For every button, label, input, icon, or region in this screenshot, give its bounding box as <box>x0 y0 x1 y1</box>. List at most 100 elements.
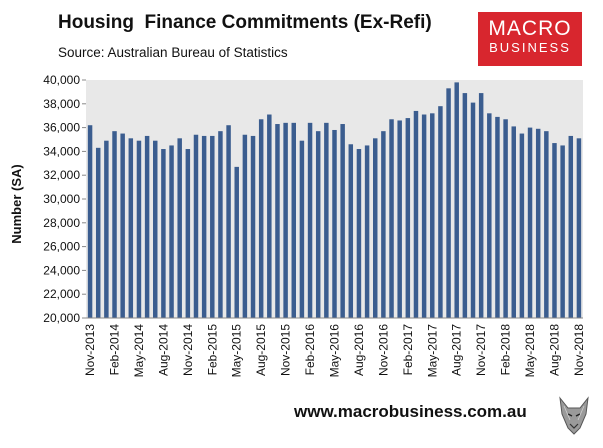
bar-Dec-2015 <box>291 122 296 318</box>
bar-Jan-2014 <box>104 140 109 318</box>
bar-Mar-2014 <box>120 133 125 318</box>
y-tick-label: 26,000 <box>43 240 80 254</box>
y-tick-label: 40,000 <box>43 73 80 87</box>
bar-Apr-2016 <box>324 122 329 318</box>
x-tick-label: Aug-2017 <box>450 324 464 376</box>
bar-Jul-2016 <box>348 144 354 318</box>
bar-May-2014 <box>136 140 142 318</box>
bar-Apr-2015 <box>226 125 231 318</box>
footer-url[interactable]: www.macrobusiness.com.au <box>294 402 527 421</box>
y-tick-label: 34,000 <box>43 144 80 158</box>
x-tick-label: Nov-2018 <box>572 324 586 376</box>
bar-Oct-2016 <box>373 138 378 318</box>
bar-May-2018 <box>527 127 533 318</box>
y-tick-label: 38,000 <box>43 97 80 111</box>
bar-Mar-2018 <box>511 126 516 318</box>
bar-Apr-2018 <box>519 133 525 318</box>
chart-source: Source: Australian Bureau of Statistics <box>58 45 288 60</box>
bar-Sep-2017 <box>462 93 468 318</box>
x-tick-label: Nov-2013 <box>83 324 97 376</box>
x-tick-label: Aug-2015 <box>254 324 268 376</box>
y-tick-label: 24,000 <box>43 263 80 277</box>
x-tick-label: May-2018 <box>523 324 537 378</box>
bar-Jul-2015 <box>250 135 256 318</box>
bar-Nov-2014 <box>185 149 191 318</box>
x-tick-label: May-2016 <box>328 324 342 378</box>
bar-Sep-2015 <box>267 114 272 318</box>
bar-Jul-2017 <box>446 88 451 318</box>
logo-line-2: BUSINESS <box>489 40 571 55</box>
bar-Aug-2014 <box>161 149 166 318</box>
bar-Dec-2014 <box>193 134 199 318</box>
y-axis-ticks: 20,000 22,000 24,000 26,000 28,000 30,000 32,0… <box>43 73 86 325</box>
bar-May-2017 <box>430 113 435 318</box>
bar-Sep-2016 <box>364 145 370 318</box>
x-tick-label: Aug-2014 <box>156 324 170 376</box>
y-axis-label: Number (SA) <box>9 164 24 243</box>
bar-Jan-2017 <box>397 120 402 319</box>
bar-Jun-2014 <box>144 135 150 318</box>
bar-May-2016 <box>332 129 337 318</box>
x-tick-label: Nov-2015 <box>279 324 293 376</box>
bar-Sep-2014 <box>169 145 174 318</box>
bar-Feb-2015 <box>210 135 215 318</box>
bar-Apr-2014 <box>128 138 134 318</box>
bar-Aug-2015 <box>258 119 264 319</box>
bar-Aug-2018 <box>552 143 557 318</box>
bar-Nov-2016 <box>381 131 386 318</box>
bar-Jul-2014 <box>153 140 158 318</box>
bar-Apr-2017 <box>421 114 427 318</box>
wolf-mascot-icon <box>559 396 589 435</box>
bar-Oct-2017 <box>470 102 476 318</box>
x-tick-label: Feb-2017 <box>401 324 415 376</box>
y-tick-label: 28,000 <box>43 216 80 230</box>
x-tick-label: Feb-2016 <box>303 324 317 376</box>
bar-Feb-2014 <box>112 131 117 318</box>
bar-Nov-2015 <box>283 122 288 318</box>
y-tick-label: 30,000 <box>43 192 80 206</box>
x-tick-label: Feb-2018 <box>499 324 513 376</box>
bar-May-2015 <box>234 166 239 318</box>
bar-Jan-2016 <box>299 140 305 318</box>
x-tick-label: May-2017 <box>425 324 439 378</box>
bar-Jul-2018 <box>544 131 549 318</box>
bar-Nov-2018 <box>576 138 582 318</box>
bar-Dec-2017 <box>487 113 492 318</box>
bar-Oct-2015 <box>275 124 280 318</box>
y-tick-label: 22,000 <box>43 287 80 301</box>
bar-Jun-2015 <box>242 134 248 318</box>
bar-Oct-2014 <box>177 138 182 318</box>
bar-series <box>87 82 582 319</box>
bar-Jun-2018 <box>535 128 541 318</box>
bar-Jan-2018 <box>495 116 500 318</box>
bar-Feb-2018 <box>503 119 508 319</box>
bar-Mar-2015 <box>218 131 223 318</box>
x-tick-label: May-2014 <box>132 324 146 378</box>
bar-Jun-2017 <box>438 106 443 319</box>
bar-Dec-2016 <box>389 119 394 319</box>
chart-title: Housing Finance Commitments (Ex-Refi) <box>58 12 432 33</box>
x-tick-label: Feb-2015 <box>205 324 219 376</box>
y-tick-label: 20,000 <box>43 311 80 325</box>
bar-Aug-2017 <box>454 82 459 318</box>
y-tick-label: 36,000 <box>43 121 80 135</box>
bar-Jan-2015 <box>201 135 207 318</box>
x-axis-ticks: Nov-2013 Feb-2014 May-2014 Aug-2014 Nov-2014… <box>83 324 586 378</box>
bar-Nov-2013 <box>87 125 93 318</box>
bar-Jun-2016 <box>340 124 345 318</box>
macrobusiness-logo: MACRO BUSINESS <box>478 12 582 66</box>
y-tick-label: 32,000 <box>43 168 80 182</box>
bar-Feb-2016 <box>307 122 313 318</box>
bar-Feb-2017 <box>405 118 411 318</box>
bar-Sep-2018 <box>560 145 565 318</box>
x-tick-label: Nov-2017 <box>474 324 488 376</box>
bar-Mar-2017 <box>413 110 419 318</box>
x-tick-label: Feb-2014 <box>108 324 122 376</box>
x-tick-label: Aug-2018 <box>547 324 561 376</box>
bar-Aug-2016 <box>356 149 362 318</box>
bar-Oct-2018 <box>568 135 574 318</box>
logo-line-1: MACRO <box>488 17 572 40</box>
bar-Nov-2017 <box>478 93 484 318</box>
bar-Dec-2013 <box>95 147 101 318</box>
